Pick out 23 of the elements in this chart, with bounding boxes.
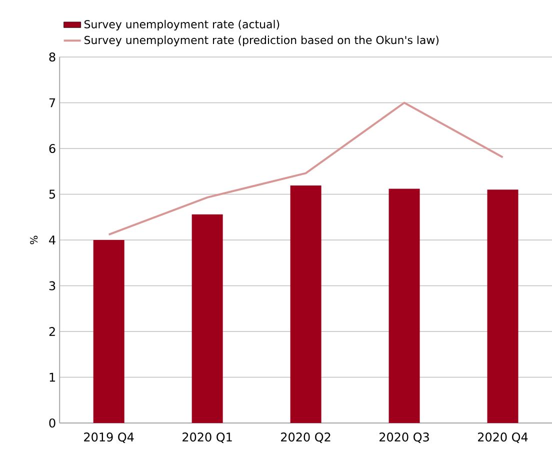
- y-tick-label: 1: [50, 372, 55, 382]
- bar: [290, 186, 322, 423]
- y-axis-title: %: [30, 236, 38, 244]
- y-tick-label: 0: [49, 418, 56, 428]
- bar: [388, 188, 420, 423]
- bar: [93, 240, 124, 423]
- y-tick-label: 5: [49, 190, 56, 199]
- y-tick-label: 7: [49, 98, 56, 108]
- bar: [192, 214, 223, 423]
- x-tick-label: 2020 Q3: [380, 432, 429, 443]
- legend-label: Survey unemployment rate (prediction based on the Okun's law): [84, 36, 438, 46]
- line-series: [108, 102, 504, 236]
- bar: [487, 190, 518, 423]
- x-tick-label: 2020 Q1: [182, 432, 232, 443]
- x-tick-label: 2019 Q4: [84, 432, 134, 443]
- y-tick-label: 2: [49, 327, 55, 336]
- y-tick-label: 3: [49, 281, 56, 290]
- y-tick-label: 4: [49, 236, 56, 244]
- y-tick-label: 8: [49, 52, 56, 62]
- x-tick-label: 2020 Q2: [281, 432, 330, 443]
- y-tick-label: 6: [49, 144, 56, 154]
- legend-label: Survey unemployment rate (actual): [84, 20, 280, 30]
- x-tick-label: 2020 Q4: [478, 432, 528, 443]
